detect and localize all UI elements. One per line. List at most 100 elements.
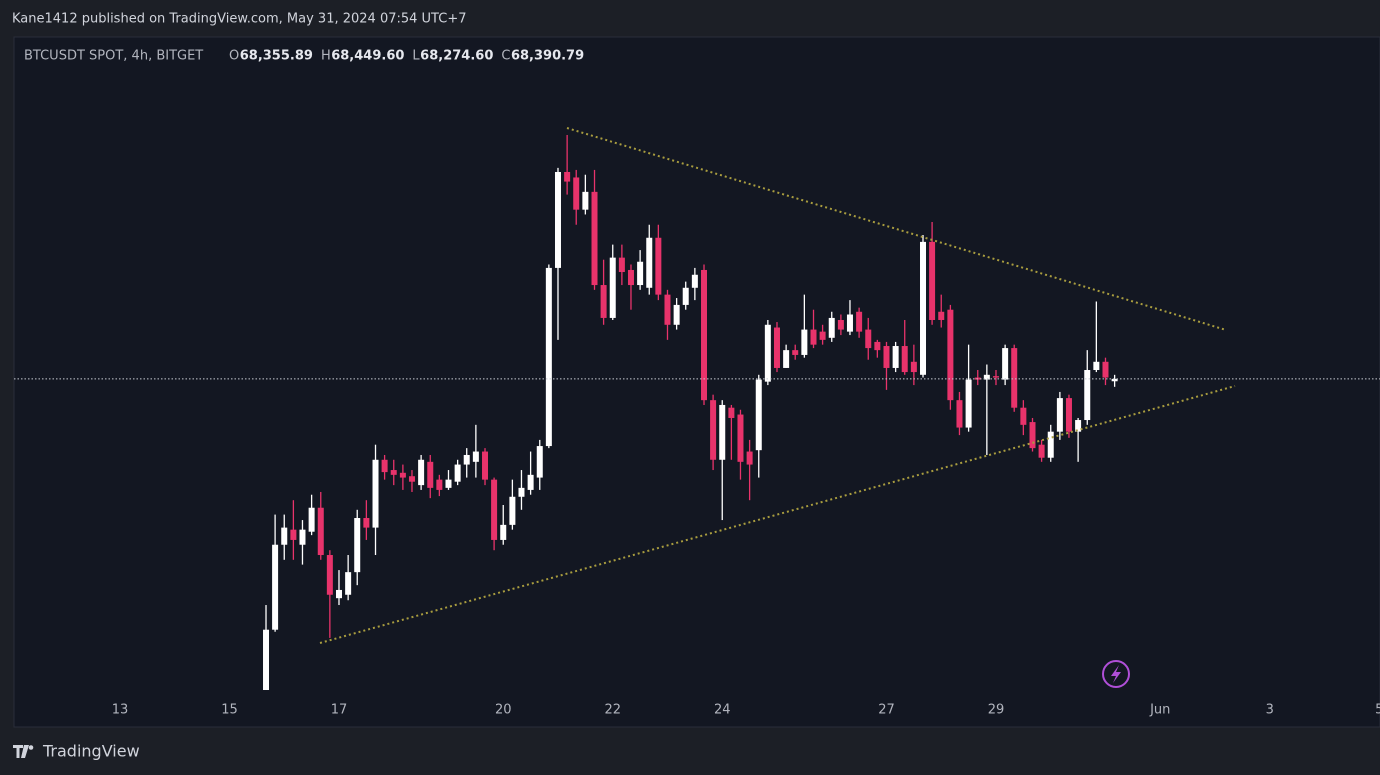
candle-body (500, 524, 507, 540)
candle-body (354, 518, 361, 573)
candle-body (545, 267, 552, 447)
candle-body (290, 529, 297, 540)
candle-body (1093, 361, 1100, 371)
candle-body (965, 379, 972, 428)
candle-body (491, 479, 498, 540)
logo-dot (28, 745, 34, 750)
candle-body (308, 507, 315, 532)
candle-body (418, 459, 425, 486)
candle-body (445, 479, 452, 488)
legend-value: 68,274.60 (420, 49, 493, 64)
candle-body (655, 237, 662, 295)
legend-key: L (412, 49, 420, 64)
candle-body (582, 191, 589, 210)
candle-body (345, 572, 352, 595)
candle-body (956, 400, 963, 428)
candle-body (810, 329, 817, 345)
candle-body (281, 527, 288, 545)
legend-key: H (321, 49, 331, 64)
candle-body (1065, 398, 1072, 432)
chart-pane (13, 36, 1380, 728)
candle-body (764, 324, 771, 382)
candle-body (783, 350, 790, 368)
x-tick-label: 20 (495, 703, 512, 718)
candle-body (1020, 407, 1027, 425)
candle-body (673, 304, 680, 325)
candle-body (363, 518, 370, 528)
publish-header: Kane1412 published on TradingView.com, M… (12, 12, 466, 27)
candle-body (828, 317, 835, 338)
candle-body (317, 507, 324, 556)
candle-body (1002, 348, 1009, 380)
candle-body (299, 529, 306, 545)
candle-body (554, 171, 561, 268)
candle-body (609, 257, 616, 318)
candle-body (792, 350, 799, 355)
x-tick-label: 17 (331, 703, 348, 718)
x-tick-label: 5 (1375, 703, 1380, 718)
candle-body (372, 459, 379, 528)
candle-body (408, 476, 415, 482)
candle-body (728, 407, 735, 418)
candle-body (1084, 370, 1091, 421)
x-tick-label: 15 (221, 703, 238, 718)
footer-logo[interactable]: TradingView (13, 742, 140, 761)
legend-key: C (501, 49, 510, 64)
candle-body (901, 346, 908, 373)
candle-body (983, 374, 990, 380)
candle-body (399, 472, 406, 478)
candle-body (947, 309, 954, 401)
replay-icon[interactable] (1102, 660, 1130, 688)
candle-body (591, 191, 598, 286)
candle-body (1102, 361, 1109, 378)
candle-body (846, 314, 853, 332)
candle-body (381, 459, 388, 473)
candle-body (564, 171, 571, 182)
candle-body (910, 361, 917, 373)
candle-body (627, 269, 634, 286)
candle-body (691, 274, 698, 288)
candle-body (618, 257, 625, 273)
candle-body (472, 451, 479, 462)
candle-body (1011, 348, 1018, 408)
candle-body (436, 479, 443, 490)
candle-body (390, 470, 397, 475)
brand: TradingView (42, 742, 140, 761)
candle-body (938, 311, 945, 320)
legend-value: 68,390.79 (511, 49, 584, 64)
plot: 13 15 17 20 22 24 27 29 Jun 3 5 (14, 134, 1380, 718)
candle-body (454, 464, 461, 482)
candle-body (1075, 420, 1082, 432)
candle-body (920, 241, 927, 375)
x-tick-label: 3 (1266, 703, 1274, 718)
candle-body (701, 269, 708, 401)
legend-key: O (229, 49, 239, 64)
candle-body (865, 329, 872, 349)
ohlc-legend: O 68,355.89 H 68,449.60 L 68,274.60 C 68,390.79 (229, 49, 584, 64)
candle-body (801, 329, 808, 355)
candle-body (1029, 422, 1036, 449)
candle-body (600, 285, 607, 318)
x-tick-label: 29 (988, 703, 1005, 718)
x-tick-label: 22 (604, 703, 621, 718)
candle-body (335, 589, 342, 599)
candle-body (509, 496, 516, 525)
x-tick-label: 13 (112, 703, 129, 718)
icon-bolt (1111, 665, 1121, 683)
candle-body (883, 346, 890, 368)
candle-body (737, 414, 744, 462)
candle-body (1056, 398, 1063, 432)
candle-body (573, 177, 580, 210)
candle-body (819, 331, 826, 340)
candle-body (929, 241, 936, 320)
candle-body (637, 261, 644, 286)
x-tick-label: Jun (1149, 703, 1170, 718)
candle-body (710, 400, 717, 460)
x-tick-label: 24 (714, 703, 731, 718)
candle-body (755, 379, 762, 451)
candle-body (856, 311, 863, 332)
candle-body (892, 346, 899, 368)
candle-body (482, 451, 489, 480)
candle-body (1038, 444, 1045, 458)
